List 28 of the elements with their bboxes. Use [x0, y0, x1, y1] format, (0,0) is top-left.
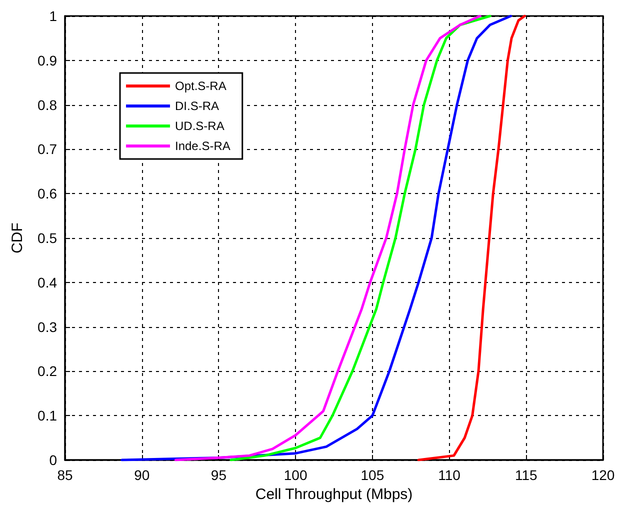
- legend-label: UD.S-RA: [175, 119, 224, 133]
- legend-label: DI.S-RA: [175, 99, 220, 113]
- x-tick-label: 85: [57, 467, 73, 483]
- y-tick-label: 0.7: [38, 141, 58, 158]
- legend-label: Opt.S-RA: [175, 79, 226, 93]
- line-series: [174, 14, 482, 462]
- y-tick-label: 0: [49, 452, 58, 468]
- y-tick-label: 0.4: [38, 274, 58, 290]
- y-tick-label: 0.8: [38, 96, 58, 113]
- y-tick-label: 0.9: [38, 52, 58, 68]
- y-tick-label: 0.1: [38, 408, 58, 424]
- y-tick-label: 0.3: [38, 318, 58, 335]
- x-tick-label: 105: [360, 467, 384, 483]
- y-tick-label: 1: [49, 8, 58, 24]
- y-tick-label: 0.5: [38, 230, 58, 246]
- x-tick-label: 120: [591, 467, 615, 483]
- x-tick-label: 90: [134, 467, 150, 483]
- x-tick-label: 115: [514, 467, 538, 483]
- x-tick-label: 100: [284, 467, 308, 483]
- y-tick-label: 0.6: [38, 186, 58, 202]
- x-axis-title: Cell Throughput (Mbps): [255, 486, 413, 503]
- x-tick-label: 95: [210, 467, 227, 483]
- legend-label: Inde.S-RA: [175, 139, 230, 153]
- x-tick-label: 110: [438, 467, 461, 483]
- line-series: [417, 14, 526, 462]
- line-series: [230, 14, 492, 462]
- y-tick-label: 0.2: [38, 363, 58, 380]
- y-axis-title: CDF: [9, 222, 26, 254]
